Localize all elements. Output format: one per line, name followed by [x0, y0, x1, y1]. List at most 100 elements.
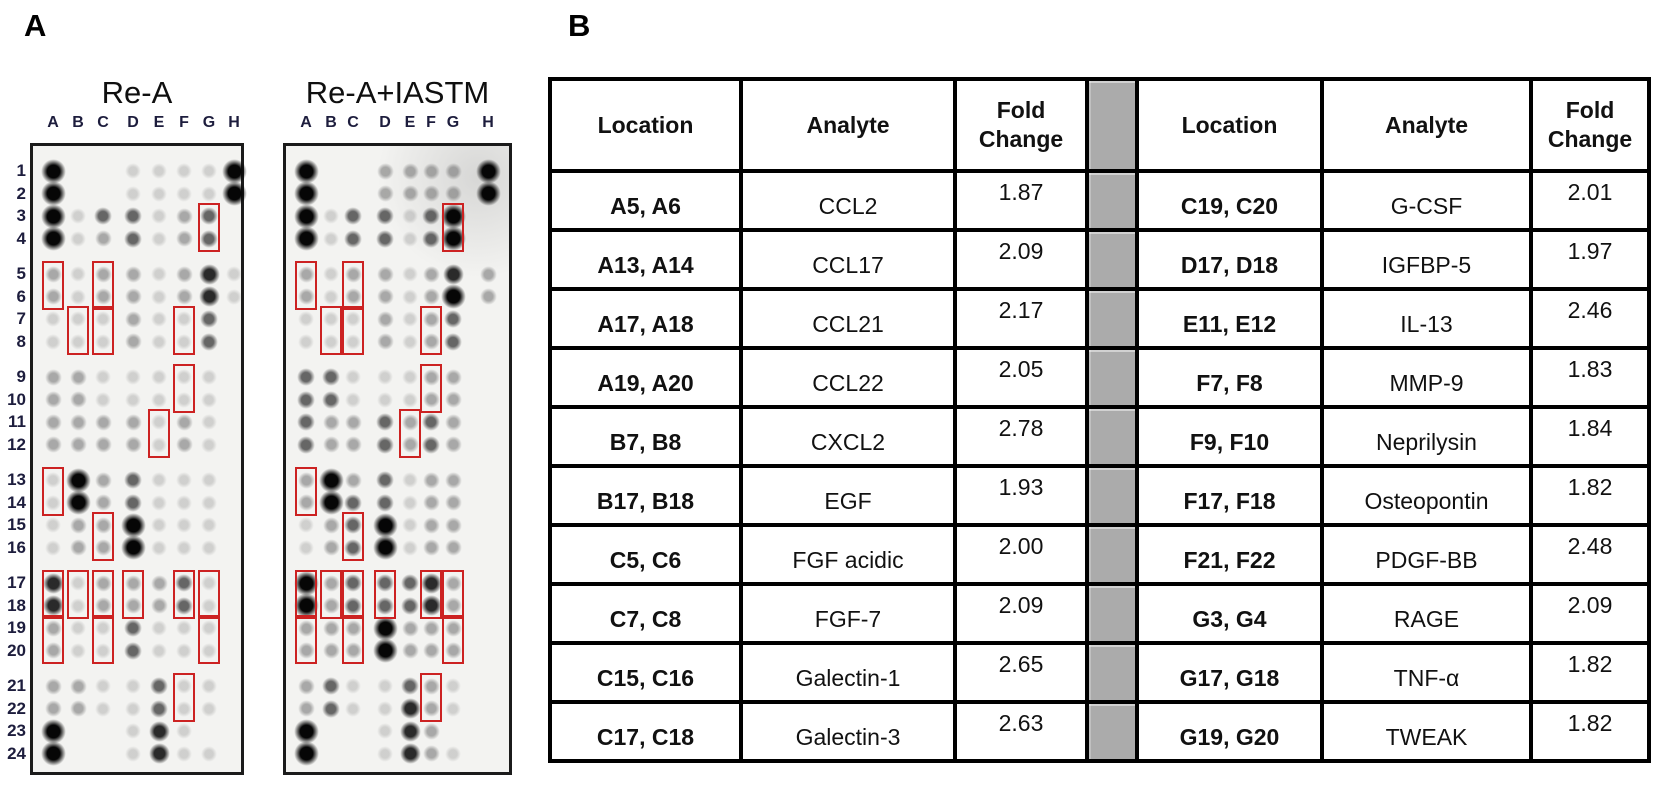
column-letter: F [179, 114, 189, 131]
blot-spot [45, 472, 61, 488]
row-number: 11 [8, 412, 26, 431]
fold-change-value: 2.01 [1529, 169, 1651, 232]
blot-spot [124, 471, 142, 489]
analyte-value: IGFBP-5 [1320, 228, 1533, 291]
highlight-box [198, 570, 220, 619]
blot-spot [148, 720, 170, 742]
blot-spot [69, 436, 87, 453]
blot-spot [344, 538, 362, 557]
blot-spot [402, 288, 418, 305]
analyte-value: FGF acidic [739, 523, 957, 586]
blot-spot [69, 413, 87, 431]
blot-spot [422, 539, 440, 556]
blot-spot [70, 266, 86, 282]
header-location: Location [548, 77, 743, 173]
highlight-box [173, 306, 195, 355]
highlight-box [342, 261, 364, 310]
highlight-box [92, 615, 114, 664]
column-letter: A [47, 114, 59, 131]
blot-spot [372, 535, 398, 560]
blot-spot [402, 369, 418, 385]
blot-spot [70, 208, 86, 224]
blot-spot [345, 311, 361, 327]
blot-spot [124, 619, 142, 637]
fold-change-value: 2.17 [953, 287, 1089, 350]
blot-spot [70, 620, 86, 636]
blot-spot [176, 745, 192, 762]
highlight-box [173, 364, 195, 413]
blot-spot [65, 467, 91, 493]
highlight-box [42, 261, 64, 310]
blot-spot [94, 539, 112, 556]
blot-spot [176, 311, 192, 327]
blot-spot [401, 574, 419, 592]
blot-spot [124, 493, 142, 512]
blot-spot [376, 333, 394, 350]
blot-spot [176, 700, 192, 717]
microarray-blot-rea [30, 143, 247, 775]
blot-spot [345, 678, 361, 694]
column-letter: D [379, 114, 391, 131]
header-analyte: Analyte [739, 77, 957, 173]
blot-spot [201, 642, 217, 659]
blot-spot [70, 288, 86, 305]
blot-spot [322, 699, 340, 718]
blot-spot [94, 230, 112, 247]
blot-spot [70, 230, 86, 247]
blot-spot [151, 620, 167, 636]
blot-spot [94, 471, 112, 489]
blot-spot [297, 368, 315, 386]
blot-spot [322, 642, 340, 659]
column-letter: E [404, 114, 416, 131]
blot-spot [298, 539, 314, 556]
blot-spot [94, 288, 112, 305]
blot-spot [175, 207, 193, 225]
blot-spot [377, 723, 393, 739]
separator-column [1085, 582, 1139, 645]
fold-change-value: 1.84 [1529, 405, 1651, 468]
blot-title-rea: Re-A [101, 75, 173, 110]
location-value: F9, F10 [1135, 405, 1324, 468]
blot-spot [70, 642, 86, 659]
highlight-box [42, 615, 64, 664]
blot-spot [422, 265, 440, 283]
separator-column [1085, 346, 1139, 409]
blot-spot [201, 700, 217, 717]
row-number: 3 [16, 206, 26, 225]
row-number: 1 [16, 161, 26, 180]
blot-spot [151, 311, 167, 327]
blot-spot [151, 472, 167, 488]
highlight-box [173, 673, 195, 722]
blot-spot [125, 163, 141, 179]
blot-spot [297, 619, 315, 637]
blot-spot [125, 723, 141, 739]
table-row: B17, B18 EGF 1.93 F17, F18 Osteopontin 1.82 [548, 464, 1651, 527]
row-number: 23 [7, 721, 26, 740]
analyte-value: CCL2 [739, 169, 957, 232]
blot-spot [344, 265, 362, 283]
blot-spot [402, 311, 418, 327]
column-letter: C [347, 114, 359, 131]
blot-spot [475, 158, 501, 184]
blot-spot [44, 265, 62, 283]
highlight-box [92, 512, 114, 561]
blot-spot [175, 436, 193, 453]
blot-spot [322, 539, 340, 556]
blot-spot [175, 596, 193, 615]
blot-spot [444, 310, 462, 328]
blot-spot [45, 494, 61, 511]
blot-spot [401, 619, 419, 637]
blot-spot [372, 638, 398, 663]
row-number: 8 [16, 331, 26, 351]
highlight-box [342, 615, 364, 664]
blot-spot [344, 574, 362, 592]
blot-spot [95, 311, 111, 327]
blot-spot [401, 185, 419, 202]
blot-spot [176, 369, 192, 385]
blot-spot [401, 436, 419, 453]
blot-spot [95, 642, 111, 659]
separator-column [1085, 700, 1139, 763]
blot-spot [200, 229, 218, 248]
fold-change-value: 2.78 [953, 405, 1089, 468]
blot-spot [402, 333, 418, 350]
